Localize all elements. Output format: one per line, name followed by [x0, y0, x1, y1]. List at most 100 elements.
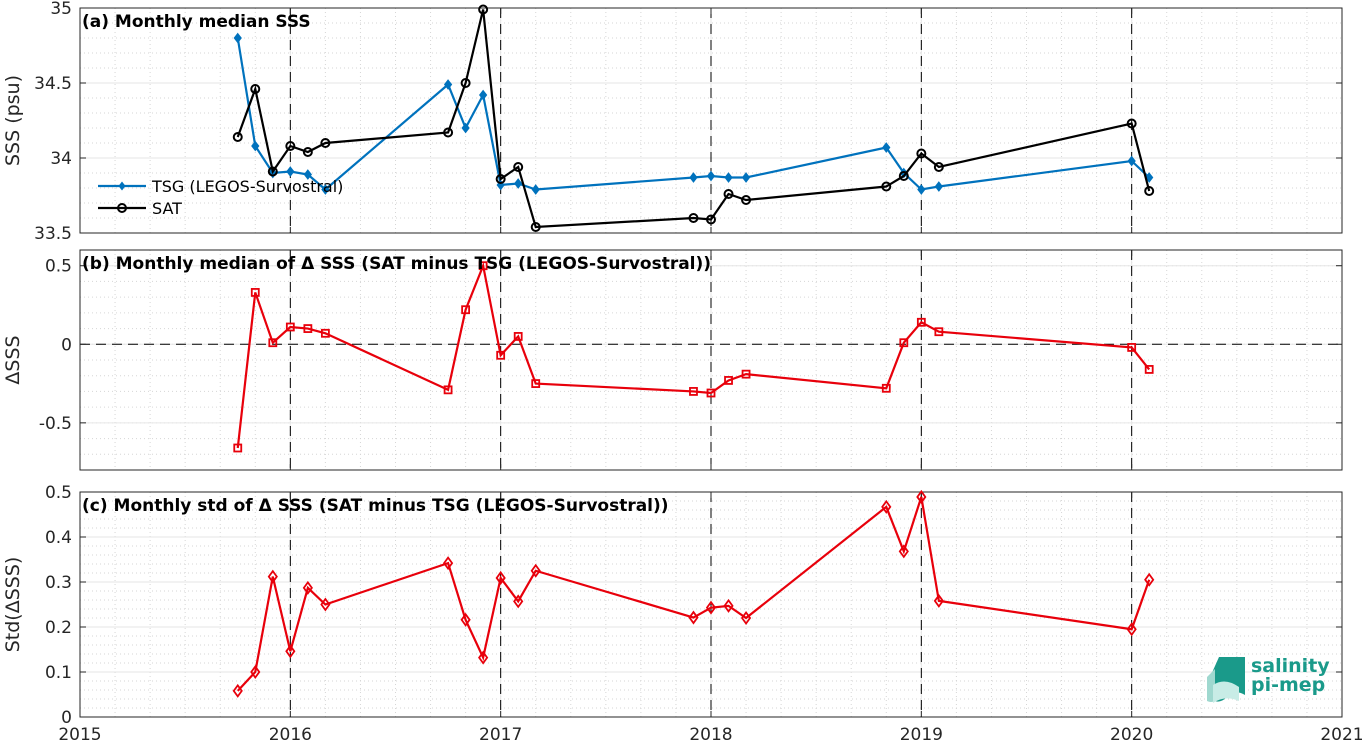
- data-point: [286, 166, 295, 177]
- data-point: [916, 489, 927, 504]
- panel-b: -0.5 0 0.5 ΔSSS (b) Monthly median of Δ SSS …: [2, 249, 1343, 471]
- data-point: [303, 324, 313, 333]
- data-point: [268, 338, 278, 348]
- data-point: [267, 569, 278, 584]
- data-point: [1144, 365, 1154, 374]
- y-tick-label: 35: [50, 0, 72, 19]
- data-point: [513, 332, 523, 341]
- x-tick-label-2017: 2017: [479, 725, 522, 745]
- data-point: [303, 169, 312, 180]
- series-line-sat: [236, 9, 1151, 229]
- series-line-tsg: [236, 37, 1150, 191]
- y-axis-label: ΔSSS: [2, 335, 24, 384]
- logo-line-1: salinity: [1251, 655, 1330, 677]
- data-point: [251, 140, 260, 152]
- y-tick-label: 34: [50, 149, 72, 169]
- wave-icon: [1207, 657, 1245, 703]
- data-point: [514, 178, 523, 189]
- data-point: [881, 181, 892, 192]
- data-point: [285, 644, 296, 659]
- y-tick-label: 0.5: [45, 483, 72, 503]
- data-point: [881, 499, 892, 514]
- data-point: [898, 544, 909, 559]
- data-point: [724, 172, 733, 183]
- data-point: [741, 195, 752, 205]
- x-tick-label-2021: 2021: [1320, 725, 1363, 745]
- data-point: [706, 214, 716, 225]
- data-point: [232, 132, 243, 142]
- x-tick-label-2015: 2015: [58, 725, 101, 745]
- data-point: [513, 162, 524, 172]
- data-point: [688, 213, 699, 223]
- data-point: [740, 610, 752, 626]
- data-point: [302, 580, 313, 595]
- data-point: [233, 32, 242, 44]
- data-point: [478, 261, 488, 271]
- legend: TSG (LEGOS-Survostral) SAT: [98, 177, 343, 218]
- data-point: [723, 598, 734, 613]
- panel-c: 0 0.1 0.2 0.3 0.4 0.5 Std(ΔSSS) (c) Monthly std…: [2, 483, 1343, 728]
- data-point: [530, 563, 541, 578]
- y-tick-label: 0.4: [45, 528, 72, 548]
- data-point: [916, 317, 926, 327]
- data-point: [898, 171, 909, 181]
- data-point: [530, 222, 541, 232]
- data-point: [479, 89, 488, 101]
- data-point: [1126, 118, 1137, 129]
- legend-label: TSG (LEGOS-Survostral): [151, 177, 343, 196]
- x-tick-label-2016: 2016: [269, 725, 312, 745]
- y-tick-label: 0.5: [45, 257, 72, 277]
- y-axis-label: SSS (psu): [2, 75, 24, 166]
- series-line-delta: [236, 496, 1151, 692]
- data-point: [1145, 172, 1154, 183]
- data-point: [443, 385, 453, 395]
- data-point: [881, 383, 891, 393]
- legend-label: SAT: [152, 199, 182, 218]
- y-tick-label: 33.5: [34, 224, 72, 244]
- y-tick-label: 0: [61, 708, 72, 728]
- y-tick-label: 0.1: [45, 663, 72, 683]
- y-tick-label: -0.5: [39, 414, 72, 434]
- data-point: [934, 327, 944, 337]
- data-point: [706, 388, 716, 398]
- data-point: [916, 148, 927, 159]
- data-point: [917, 184, 926, 195]
- data-point: [267, 166, 278, 177]
- data-point: [302, 147, 313, 157]
- y-axis-label: Std(ΔSSS): [2, 557, 24, 653]
- data-point: [250, 664, 261, 680]
- data-point: [442, 556, 454, 571]
- data-point: [320, 138, 331, 148]
- data-point: [688, 610, 699, 625]
- data-point: [285, 141, 296, 151]
- data-point: [513, 594, 524, 609]
- data-point: [706, 170, 716, 182]
- data-point: [531, 379, 541, 388]
- data-point: [705, 600, 717, 615]
- data-point: [250, 84, 261, 94]
- panel-title: (a) Monthly median SSS: [82, 12, 311, 32]
- data-point: [934, 181, 943, 192]
- data-point: [495, 570, 506, 585]
- panel-title: (b) Monthly median of Δ SSS (SAT minus T…: [82, 254, 711, 274]
- data-point: [882, 142, 891, 153]
- data-point: [478, 650, 489, 665]
- data-point: [933, 162, 944, 172]
- y-tick-label: 0: [61, 335, 72, 355]
- data-point: [461, 305, 471, 315]
- data-point: [1144, 186, 1155, 196]
- logo-line-2: pi-mep: [1251, 674, 1326, 696]
- data-point: [443, 127, 454, 138]
- data-point: [460, 612, 471, 627]
- y-tick-label: 0.2: [45, 618, 72, 638]
- data-point: [496, 350, 506, 360]
- data-point: [232, 683, 243, 698]
- data-point: [250, 288, 260, 297]
- data-point: [689, 172, 698, 183]
- x-tick-label-2020: 2020: [1110, 725, 1153, 745]
- data-point: [724, 376, 733, 385]
- data-point: [689, 387, 698, 396]
- salinity-pimep-logo: salinity pi-mep: [1205, 655, 1355, 710]
- data-point: [461, 122, 470, 134]
